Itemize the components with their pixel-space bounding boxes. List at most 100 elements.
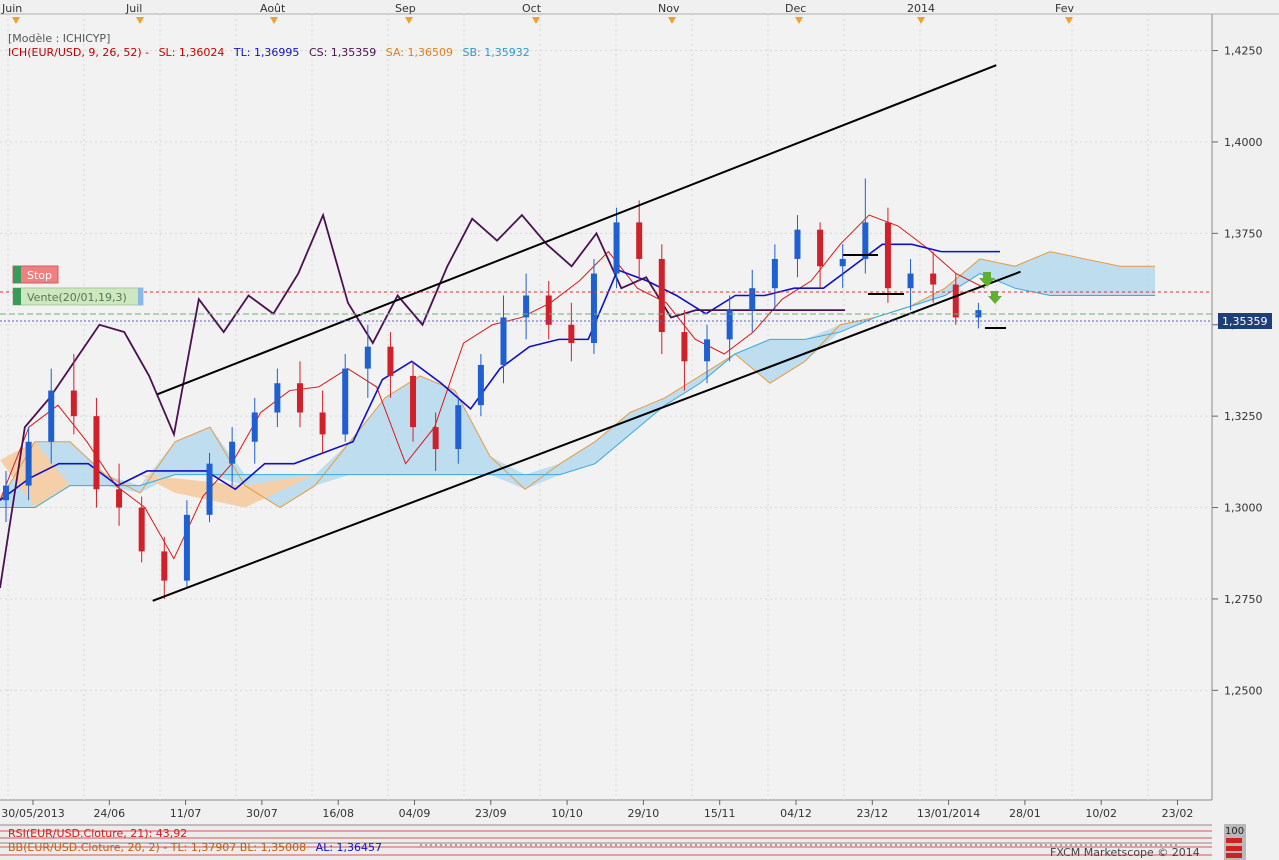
- candle-body: [907, 273, 914, 289]
- candle-body: [613, 222, 620, 274]
- sell-order-button[interactable]: Vente(20/01,19,3): [12, 287, 144, 306]
- candle: [952, 273, 959, 325]
- candle: [568, 302, 575, 362]
- month-marker: [795, 17, 803, 24]
- candle-body: [116, 489, 123, 508]
- month-label: 2014: [907, 2, 935, 15]
- month-label: Sep: [395, 2, 416, 15]
- candle-body: [636, 222, 643, 259]
- price-tick-label: 1,3000: [1224, 502, 1263, 515]
- candle-body: [500, 317, 507, 365]
- month-label: Oct: [522, 2, 542, 15]
- candle: [342, 353, 349, 442]
- candle-body: [681, 332, 688, 362]
- candle-body: [3, 485, 9, 501]
- svg-text:BB(EUR/USD.Cloture, 20, 2) - T: BB(EUR/USD.Cloture, 20, 2) - TL: 1,37907…: [8, 841, 382, 854]
- month-marker: [136, 17, 144, 24]
- candle-body: [545, 295, 552, 325]
- candle: [183, 500, 190, 588]
- cs-value: CS: 1,35359: [309, 46, 376, 59]
- candle: [364, 324, 371, 398]
- month-marker: [1065, 17, 1073, 24]
- date-tick-label: 10/10: [551, 807, 583, 820]
- date-tick-label: 23/02: [1162, 807, 1194, 820]
- candle-body: [975, 310, 982, 318]
- sb-value: SB: 1,35932: [463, 46, 530, 59]
- candlesticks: [3, 178, 982, 599]
- month-label: Juil: [125, 2, 142, 15]
- current-price-value: 1,35359: [1222, 315, 1268, 328]
- price-axis-pane: [1212, 14, 1279, 800]
- month-marker: [270, 17, 278, 24]
- candle: [726, 295, 733, 362]
- candle: [681, 310, 688, 391]
- candle-body: [25, 441, 32, 486]
- candle-body: [410, 375, 417, 428]
- price-tick-label: 1,2750: [1224, 593, 1263, 606]
- candle-body: [749, 288, 756, 311]
- price-tick-label: 1,4250: [1224, 45, 1263, 58]
- candle: [206, 452, 213, 523]
- month-label: Nov: [658, 2, 680, 15]
- candle-body: [884, 222, 891, 289]
- date-tick-label: 23/12: [856, 807, 888, 820]
- cloud-bear-area: [140, 474, 315, 508]
- candle-body: [161, 551, 168, 581]
- candle-body: [274, 383, 281, 413]
- candle: [161, 536, 168, 599]
- candle-body: [296, 383, 303, 413]
- candle: [658, 244, 665, 354]
- candle: [455, 397, 462, 464]
- rsi-scale-box: 100: [1224, 824, 1246, 860]
- candle-body: [229, 441, 236, 464]
- candle-body: [952, 284, 959, 318]
- bb-al: AL: 1,36457: [316, 841, 382, 854]
- rsi-scale-value: 100: [1225, 826, 1244, 837]
- date-tick-label: 04/12: [780, 807, 812, 820]
- candle-body: [48, 390, 55, 442]
- candle-body: [342, 368, 349, 435]
- model-label: [Modèle : ICHICYP]: [8, 32, 110, 45]
- date-tick-label: 28/01: [1009, 807, 1041, 820]
- candle-body: [319, 412, 326, 435]
- candle-body: [364, 346, 371, 369]
- candle: [862, 178, 869, 274]
- line-cs: [0, 212, 845, 589]
- stop-order-button[interactable]: Stop: [12, 265, 59, 284]
- candle: [25, 427, 32, 501]
- month-marker: [12, 17, 20, 24]
- date-tick-label: 11/07: [170, 807, 202, 820]
- date-tick-label: 30/07: [246, 807, 278, 820]
- candle-body: [477, 364, 484, 406]
- candle: [794, 215, 801, 278]
- candle: [432, 412, 439, 471]
- candle-body: [794, 229, 801, 259]
- candle-body: [455, 405, 462, 450]
- candle: [884, 207, 891, 303]
- price-tick-label: 1,3750: [1224, 227, 1263, 240]
- candle: [477, 353, 484, 417]
- footer-copyright: FXCM Marketscope © 2014: [1050, 846, 1200, 859]
- top-month-axis: Juin Juil Août Sep Oct Nov Dec 2014 Fev: [1, 2, 1074, 24]
- month-label: Dec: [785, 2, 806, 15]
- candle-body: [771, 258, 778, 289]
- channel-lower-line: [152, 270, 1021, 602]
- month-label: Fev: [1055, 2, 1074, 15]
- price-pane: [0, 14, 1212, 800]
- date-tick-label: 15/11: [704, 807, 736, 820]
- date-tick-label: 04/09: [399, 807, 431, 820]
- candle: [930, 251, 937, 303]
- candle: [613, 207, 620, 289]
- candle-body: [523, 295, 530, 318]
- candle-body: [70, 390, 77, 417]
- candle-body: [862, 222, 869, 259]
- candle: [704, 324, 711, 384]
- candle: [817, 222, 824, 289]
- month-marker: [668, 17, 676, 24]
- candle: [771, 244, 778, 311]
- candle-body: [138, 507, 145, 552]
- month-marker: [405, 17, 413, 24]
- grid: [0, 14, 1212, 800]
- sa-value: SA: 1,36509: [386, 46, 453, 59]
